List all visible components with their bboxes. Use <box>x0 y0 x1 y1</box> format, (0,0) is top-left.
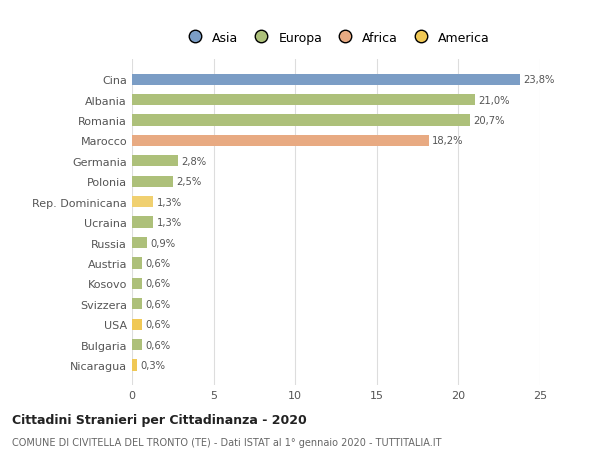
Text: 2,5%: 2,5% <box>176 177 202 187</box>
Text: 0,6%: 0,6% <box>145 319 170 330</box>
Bar <box>132 115 470 126</box>
Text: 18,2%: 18,2% <box>432 136 464 146</box>
Bar <box>132 135 429 147</box>
Bar <box>132 237 146 249</box>
Text: 1,3%: 1,3% <box>157 197 182 207</box>
Text: COMUNE DI CIVITELLA DEL TRONTO (TE) - Dati ISTAT al 1° gennaio 2020 - TUTTITALIA: COMUNE DI CIVITELLA DEL TRONTO (TE) - Da… <box>12 437 442 447</box>
Text: 0,9%: 0,9% <box>150 238 175 248</box>
Text: 2,8%: 2,8% <box>181 157 206 167</box>
Bar <box>132 258 142 269</box>
Bar <box>132 319 142 330</box>
Text: Cittadini Stranieri per Cittadinanza - 2020: Cittadini Stranieri per Cittadinanza - 2… <box>12 413 307 426</box>
Text: 0,3%: 0,3% <box>140 360 165 370</box>
Bar <box>132 359 137 371</box>
Text: 0,6%: 0,6% <box>145 279 170 289</box>
Legend: Asia, Europa, Africa, America: Asia, Europa, Africa, America <box>177 27 495 50</box>
Bar <box>132 196 153 208</box>
Bar <box>132 156 178 167</box>
Bar <box>132 298 142 310</box>
Text: 23,8%: 23,8% <box>524 75 555 85</box>
Text: 0,6%: 0,6% <box>145 258 170 269</box>
Bar <box>132 278 142 289</box>
Bar <box>132 176 173 187</box>
Bar <box>132 217 153 228</box>
Text: 0,6%: 0,6% <box>145 299 170 309</box>
Text: 1,3%: 1,3% <box>157 218 182 228</box>
Bar <box>132 74 520 86</box>
Text: 21,0%: 21,0% <box>478 95 509 106</box>
Text: 20,7%: 20,7% <box>473 116 505 126</box>
Bar <box>132 95 475 106</box>
Text: 0,6%: 0,6% <box>145 340 170 350</box>
Bar <box>132 339 142 350</box>
